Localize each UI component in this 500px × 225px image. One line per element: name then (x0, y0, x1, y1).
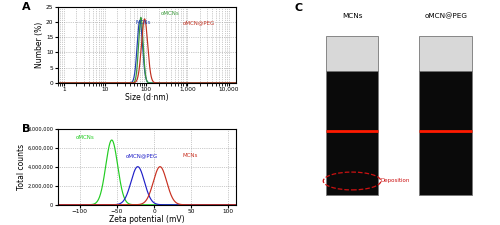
Bar (420, 36, 472, 71)
Text: oMCN@PEG: oMCN@PEG (424, 13, 467, 19)
Text: MCNs: MCNs (136, 20, 152, 25)
Y-axis label: Total counts: Total counts (17, 144, 26, 190)
Bar (326, 71, 378, 195)
Text: MCNs: MCNs (182, 153, 198, 158)
Bar (420, 71, 472, 195)
Text: Deposition: Deposition (381, 178, 410, 184)
Text: oMCNs: oMCNs (76, 135, 94, 140)
Text: A: A (22, 2, 30, 12)
Text: oMCN@PEG: oMCN@PEG (182, 20, 214, 25)
X-axis label: Zeta potential (mV): Zeta potential (mV) (109, 215, 184, 224)
Text: B: B (22, 124, 30, 134)
Text: oMCN@PEG: oMCN@PEG (126, 153, 158, 158)
Text: oMCNs: oMCNs (161, 11, 180, 16)
Bar (326, 36, 378, 71)
Y-axis label: Number (%): Number (%) (36, 22, 44, 68)
Text: MCNs: MCNs (342, 13, 362, 19)
X-axis label: Size (d·nm): Size (d·nm) (125, 93, 168, 102)
Text: C: C (294, 3, 302, 13)
